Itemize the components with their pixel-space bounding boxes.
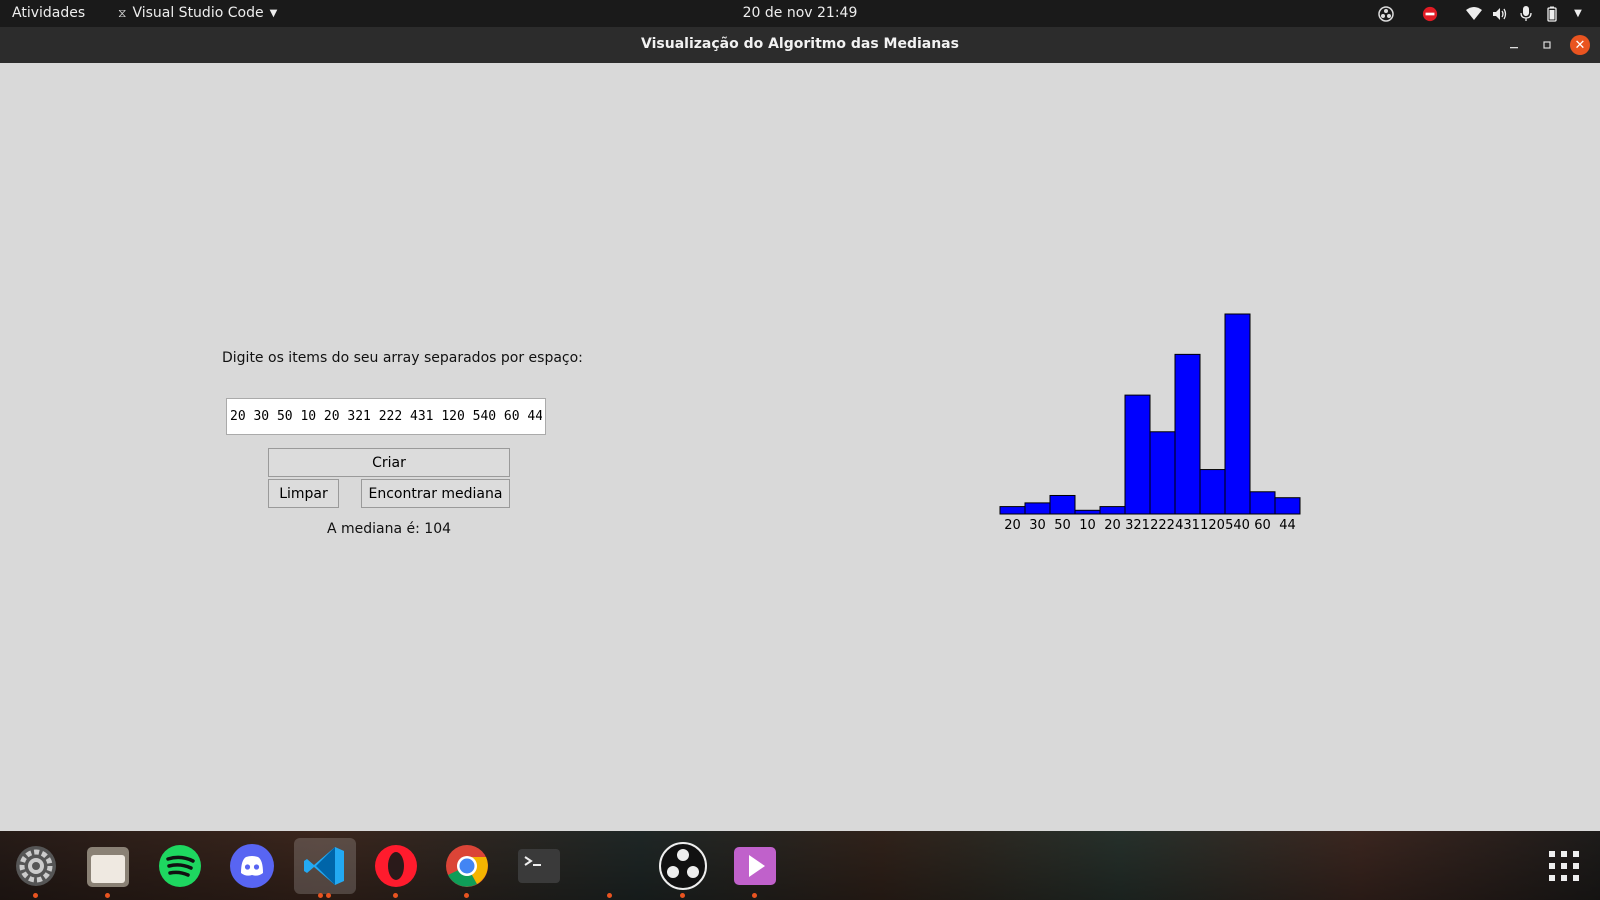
running-indicator <box>326 893 331 898</box>
chart-bar <box>1199 469 1226 515</box>
chart-tick-label: 50 <box>1054 518 1071 533</box>
minimize-button[interactable] <box>1504 35 1524 55</box>
chart-bar <box>1174 353 1201 515</box>
limpar-button[interactable]: Limpar <box>268 479 339 508</box>
array-prompt-label: Digite os items do seu array separados p… <box>222 350 583 366</box>
volume-icon[interactable] <box>1492 6 1508 22</box>
chart-tick-label: 20 <box>1104 518 1121 533</box>
terminal-icon[interactable] <box>511 838 567 894</box>
chart-tick-label: 44 <box>1279 518 1296 533</box>
window-titlebar: Visualização do Algoritmo das Medianas ✕ <box>0 27 1600 63</box>
chart-tick-label: 60 <box>1254 518 1271 533</box>
settings-icon[interactable] <box>8 838 64 898</box>
vscode-icon[interactable] <box>294 838 356 898</box>
chart-bar <box>1224 313 1251 515</box>
chart-bar <box>1124 394 1151 515</box>
running-indicator <box>464 893 469 898</box>
activities-button[interactable]: Atividades <box>12 5 86 21</box>
chart-bar <box>1249 491 1276 515</box>
discord-icon[interactable] <box>224 838 280 894</box>
close-button[interactable]: ✕ <box>1570 35 1590 55</box>
top-bar: Atividades ⧖ Visual Studio Code ▼ 20 de … <box>0 0 1600 27</box>
chart-tick-label: 431 <box>1175 518 1200 533</box>
system-tray: ▼ <box>1378 3 1586 24</box>
chart-tick-label: 20 <box>1004 518 1021 533</box>
maximize-button[interactable] <box>1537 35 1557 55</box>
running-indicator <box>393 893 398 898</box>
do-not-disturb-icon[interactable] <box>1422 6 1438 22</box>
chart-bar <box>1074 509 1101 515</box>
opera-icon[interactable] <box>368 838 424 898</box>
microphone-icon[interactable] <box>1518 5 1534 22</box>
obs-tray-icon[interactable] <box>1378 5 1394 22</box>
files-icon[interactable] <box>80 838 136 898</box>
chart-bar <box>1024 502 1051 515</box>
chart-tick-label: 321 <box>1125 518 1150 533</box>
system-menu-chevron-icon[interactable]: ▼ <box>1574 8 1582 19</box>
chart-tick-label: 30 <box>1029 518 1046 533</box>
chart-tick-label: 10 <box>1079 518 1096 533</box>
workspace-icon[interactable] <box>582 838 638 898</box>
chart-bar <box>1049 494 1076 515</box>
dock <box>0 831 1600 900</box>
median-result-label: A mediana é: 104 <box>326 521 452 537</box>
chrome-icon[interactable] <box>439 838 495 898</box>
battery-icon[interactable] <box>1544 6 1560 22</box>
encontrar-mediana-button[interactable]: Encontrar mediana <box>361 479 510 508</box>
chart-bar <box>1274 497 1301 515</box>
running-indicator <box>105 893 110 898</box>
chart-tick-label: 120 <box>1200 518 1225 533</box>
spotify-icon[interactable] <box>152 838 208 894</box>
chart-bar <box>999 506 1026 515</box>
app-menu-label: Visual Studio Code <box>132 5 264 21</box>
vscode-small-icon: ⧖ <box>118 5 127 20</box>
chevron-down-icon: ▼ <box>269 7 278 19</box>
chart-tick-label: 222 <box>1150 518 1175 533</box>
running-indicator <box>33 893 38 898</box>
array-input[interactable] <box>226 398 546 435</box>
obs-icon[interactable] <box>655 838 711 898</box>
criar-button[interactable]: Criar <box>268 448 510 477</box>
running-indicator <box>318 893 323 898</box>
bar-chart: 20 30 50 10 20 321 222 431 120 540 60 44 <box>999 313 1301 533</box>
close-icon: ✕ <box>1574 37 1586 53</box>
chart-tick-label: 540 <box>1225 518 1250 533</box>
app-grid-icon[interactable] <box>1536 838 1592 894</box>
wifi-icon[interactable] <box>1466 6 1482 22</box>
chart-bar <box>1149 431 1176 515</box>
running-indicator <box>607 893 612 898</box>
app-client-area: Digite os items do seu array separados p… <box>0 63 1600 831</box>
video-player-icon[interactable] <box>727 838 783 898</box>
app-menu[interactable]: ⧖ Visual Studio Code ▼ <box>118 5 277 21</box>
running-indicator <box>680 893 685 898</box>
running-indicator <box>752 893 757 898</box>
window-title: Visualização do Algoritmo das Medianas <box>641 36 959 52</box>
chart-bar <box>1099 506 1126 515</box>
